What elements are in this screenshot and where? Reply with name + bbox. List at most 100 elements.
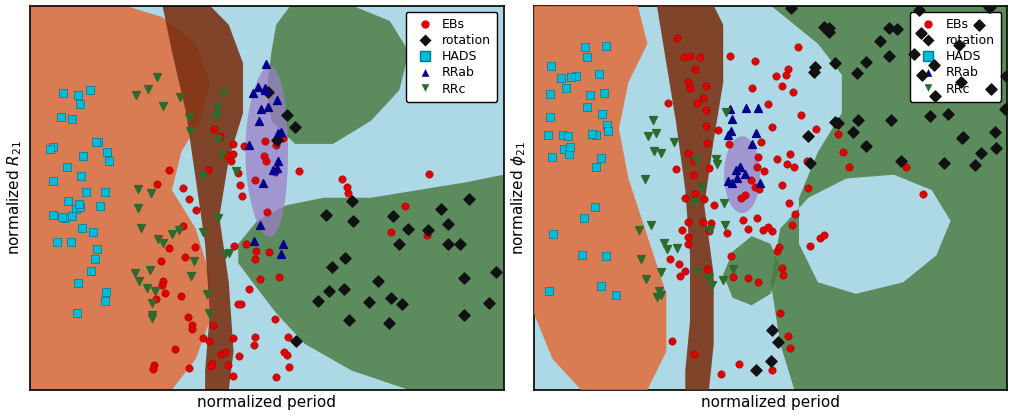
Point xyxy=(799,185,815,191)
Point xyxy=(204,363,220,370)
Point xyxy=(695,219,711,225)
Point xyxy=(419,232,436,239)
Point xyxy=(787,211,803,218)
Point xyxy=(922,113,938,119)
Point xyxy=(744,141,760,147)
Point xyxy=(215,89,231,96)
Point xyxy=(780,333,796,340)
Point xyxy=(731,163,748,170)
Point xyxy=(174,223,190,230)
Point xyxy=(667,139,683,146)
Point xyxy=(336,285,353,292)
Point xyxy=(544,154,560,161)
Point xyxy=(184,322,201,328)
Point xyxy=(147,288,163,295)
Point xyxy=(248,248,264,255)
Point xyxy=(220,362,236,369)
Point xyxy=(737,105,754,111)
Point xyxy=(608,291,624,298)
Point xyxy=(953,79,969,86)
Point xyxy=(98,288,114,295)
Point xyxy=(567,73,583,79)
Point xyxy=(456,275,472,282)
Point xyxy=(806,68,823,75)
Point xyxy=(267,141,284,148)
Point xyxy=(739,275,756,282)
Point xyxy=(749,367,765,374)
Point xyxy=(760,224,776,230)
Point xyxy=(397,203,413,210)
Point xyxy=(816,24,833,30)
Point xyxy=(181,196,198,203)
Point xyxy=(214,152,230,158)
Point xyxy=(781,199,797,206)
Point xyxy=(196,229,212,235)
Point xyxy=(802,160,819,166)
Point xyxy=(685,158,701,164)
Point xyxy=(774,181,790,188)
Point xyxy=(186,244,203,251)
Polygon shape xyxy=(714,5,950,390)
Polygon shape xyxy=(656,5,723,390)
Point xyxy=(911,6,927,13)
Polygon shape xyxy=(245,66,288,237)
Point xyxy=(768,73,784,79)
Point xyxy=(252,106,268,113)
Point xyxy=(744,84,760,91)
Point xyxy=(664,338,680,344)
Point xyxy=(391,240,407,247)
Point xyxy=(269,97,286,104)
Point xyxy=(89,246,105,253)
Point xyxy=(677,268,693,275)
Point xyxy=(101,158,118,165)
Point xyxy=(333,176,349,183)
Point xyxy=(385,212,401,219)
Point xyxy=(545,231,561,238)
Point xyxy=(251,118,267,124)
Point xyxy=(638,275,654,282)
Point xyxy=(643,221,659,228)
Point xyxy=(381,319,397,326)
Point xyxy=(755,227,771,234)
Point xyxy=(651,287,668,294)
Point xyxy=(880,53,897,59)
Point xyxy=(336,255,353,261)
Point xyxy=(888,26,905,32)
Point xyxy=(543,63,559,69)
Point xyxy=(700,274,716,281)
Point xyxy=(324,264,340,270)
Point xyxy=(228,167,244,174)
Point xyxy=(694,183,710,190)
Point xyxy=(594,111,610,117)
Point xyxy=(184,326,201,333)
Point xyxy=(849,69,865,76)
Point xyxy=(663,256,679,262)
Point xyxy=(247,256,263,262)
Point xyxy=(751,279,767,285)
Point xyxy=(480,300,496,306)
Point xyxy=(129,92,145,98)
Legend: EBs, rotation, HADS, RRab, RRc: EBs, rotation, HADS, RRab, RRc xyxy=(406,12,497,102)
Point xyxy=(542,91,558,98)
Point xyxy=(753,139,769,146)
Point xyxy=(764,228,780,234)
Point xyxy=(769,247,785,254)
Point xyxy=(645,116,661,123)
Point xyxy=(689,100,705,106)
Polygon shape xyxy=(534,5,667,390)
Point xyxy=(144,315,160,322)
Point xyxy=(983,3,999,10)
Point xyxy=(64,212,80,219)
Point xyxy=(259,104,276,110)
Point xyxy=(734,217,751,224)
Legend: EBs, rotation, HADS, RRab, RRc: EBs, rotation, HADS, RRab, RRc xyxy=(910,12,1001,102)
Point xyxy=(750,164,766,171)
Point xyxy=(830,120,846,126)
Point xyxy=(640,133,656,140)
Point xyxy=(750,154,766,160)
X-axis label: normalized period: normalized period xyxy=(198,396,336,411)
Point xyxy=(883,116,900,123)
Point xyxy=(703,220,719,226)
Point xyxy=(217,349,233,356)
Point xyxy=(719,230,735,237)
